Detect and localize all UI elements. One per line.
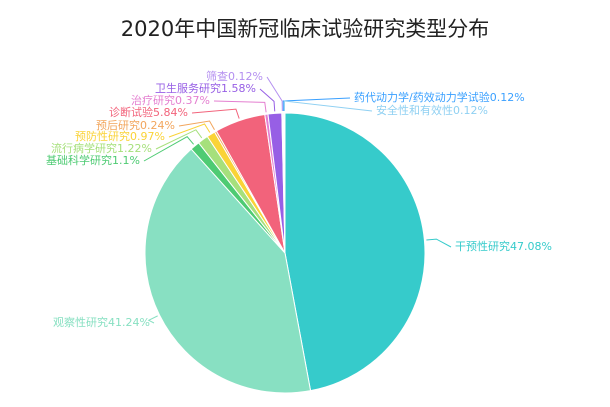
chart-title: 2020年中国新冠临床试验研究类型分布 xyxy=(121,17,489,41)
category-label: 观察性研究 xyxy=(53,315,108,329)
value-label: 1.22% xyxy=(117,142,152,155)
leader-line xyxy=(259,88,276,112)
leader-line xyxy=(143,136,194,162)
leader-line xyxy=(282,97,351,112)
value-label: 5.84% xyxy=(153,106,188,119)
data-label: 诊断试验5.84% xyxy=(109,105,188,119)
data-label: 药代动力学/药效动力学试验0.12% xyxy=(354,90,525,104)
data-label: 治疗研究0.37% xyxy=(131,93,210,107)
value-label: 0.12% xyxy=(228,70,263,83)
category-label: 干预性研究 xyxy=(455,239,510,253)
category-label: 筛查 xyxy=(206,69,228,83)
leader-line xyxy=(283,100,373,112)
value-label: 1.58% xyxy=(221,82,256,95)
value-label: 0.12% xyxy=(490,91,525,104)
data-label: 流行病学研究1.22% xyxy=(51,141,152,155)
category-label: 基础科学研究 xyxy=(46,153,112,167)
data-label: 干预性研究47.08% xyxy=(455,239,552,253)
category-label: 预防性研究 xyxy=(75,129,130,143)
value-label: 0.37% xyxy=(175,94,210,107)
data-label: 安全性和有效性0.12% xyxy=(376,103,488,117)
category-label: 流行病学研究 xyxy=(51,141,117,155)
data-label: 预后研究0.24% xyxy=(96,118,175,132)
leader-line xyxy=(168,123,211,138)
data-label: 基础科学研究1.1% xyxy=(46,153,140,167)
value-label: 0.97% xyxy=(130,130,165,143)
value-label: 1.1% xyxy=(112,154,140,167)
value-label: 47.08% xyxy=(510,240,552,253)
data-label: 观察性研究41.24% xyxy=(53,315,150,329)
leader-line xyxy=(155,129,203,150)
category-label: 安全性和有效性 xyxy=(376,103,453,117)
pie-slice xyxy=(284,112,426,392)
leader-line xyxy=(213,100,267,113)
data-label: 筛查0.12% xyxy=(206,69,263,83)
category-label: 卫生服务研究 xyxy=(155,81,221,95)
category-label: 治疗研究 xyxy=(131,93,175,107)
leader-line xyxy=(191,108,240,119)
leader-line xyxy=(147,315,158,324)
value-label: 0.12% xyxy=(453,104,488,117)
category-label: 预后研究 xyxy=(96,118,140,132)
leader-line xyxy=(266,76,283,112)
data-label: 卫生服务研究1.58% xyxy=(155,81,256,95)
leader-line xyxy=(178,120,215,130)
value-label: 0.24% xyxy=(140,119,175,132)
leader-line xyxy=(426,238,452,248)
data-label: 预防性研究0.97% xyxy=(75,129,165,143)
pie-slice xyxy=(283,112,286,254)
category-label: 诊断试验 xyxy=(109,105,153,119)
category-label: 药代动力学/药效动力学试验 xyxy=(354,90,490,104)
value-label: 41.24% xyxy=(108,316,150,329)
pie-slice xyxy=(144,148,312,394)
